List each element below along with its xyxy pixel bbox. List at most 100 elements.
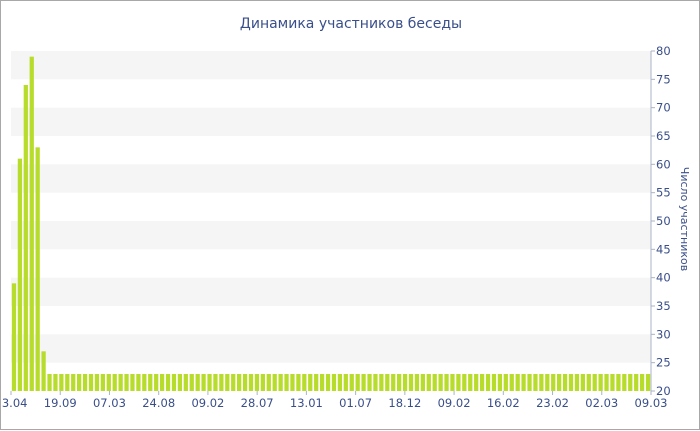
bar[interactable] xyxy=(59,374,64,391)
bar[interactable] xyxy=(616,374,621,391)
bar[interactable] xyxy=(639,374,645,391)
bar[interactable] xyxy=(515,374,520,391)
bar[interactable] xyxy=(414,374,420,391)
bar[interactable] xyxy=(503,374,508,391)
bar[interactable] xyxy=(260,374,265,391)
bar[interactable] xyxy=(568,374,574,391)
bar[interactable] xyxy=(444,374,449,391)
bar[interactable] xyxy=(94,374,100,391)
bar[interactable] xyxy=(231,374,236,391)
bar[interactable] xyxy=(456,374,461,391)
bar[interactable] xyxy=(112,374,117,391)
bar[interactable] xyxy=(219,374,224,391)
bar[interactable] xyxy=(314,374,319,391)
bar[interactable] xyxy=(379,374,384,391)
bar[interactable] xyxy=(408,374,414,391)
bar[interactable] xyxy=(527,374,532,391)
bar[interactable] xyxy=(385,374,390,391)
bar[interactable] xyxy=(533,374,538,391)
bar[interactable] xyxy=(41,351,46,391)
bar[interactable] xyxy=(485,374,491,391)
bar[interactable] xyxy=(237,374,242,391)
bar[interactable] xyxy=(373,374,378,391)
bar[interactable] xyxy=(23,85,28,391)
bar[interactable] xyxy=(11,283,17,391)
bar[interactable] xyxy=(337,374,343,391)
bar[interactable] xyxy=(159,374,165,391)
bar[interactable] xyxy=(302,374,307,391)
bar[interactable] xyxy=(628,374,633,391)
bar[interactable] xyxy=(35,147,40,391)
bar[interactable] xyxy=(53,374,58,391)
bar[interactable] xyxy=(604,374,609,391)
bar[interactable] xyxy=(171,374,177,391)
bar[interactable] xyxy=(319,374,325,391)
bar[interactable] xyxy=(343,374,348,391)
bar[interactable] xyxy=(77,374,82,391)
bar[interactable] xyxy=(426,374,431,391)
bar[interactable] xyxy=(622,374,627,391)
bar[interactable] xyxy=(254,374,260,391)
bar[interactable] xyxy=(248,374,254,391)
bar[interactable] xyxy=(397,374,402,391)
bar[interactable] xyxy=(551,374,556,391)
bar[interactable] xyxy=(290,374,295,391)
bar[interactable] xyxy=(539,374,544,391)
bar[interactable] xyxy=(634,374,639,391)
bar[interactable] xyxy=(142,374,147,391)
bar[interactable] xyxy=(82,374,88,391)
bar[interactable] xyxy=(450,374,455,391)
bar[interactable] xyxy=(402,374,408,391)
bar[interactable] xyxy=(545,374,550,391)
bar[interactable] xyxy=(195,374,200,391)
bar[interactable] xyxy=(136,374,141,391)
bar[interactable] xyxy=(432,374,437,391)
bar[interactable] xyxy=(183,374,188,391)
bar[interactable] xyxy=(189,374,194,391)
bar[interactable] xyxy=(100,374,105,391)
bar[interactable] xyxy=(266,374,271,391)
bar[interactable] xyxy=(284,374,289,391)
bar[interactable] xyxy=(355,374,360,391)
bar[interactable] xyxy=(509,374,514,391)
bar[interactable] xyxy=(47,374,52,391)
bar[interactable] xyxy=(201,374,206,391)
bar[interactable] xyxy=(361,374,366,391)
bar[interactable] xyxy=(213,374,218,391)
bar[interactable] xyxy=(308,374,313,391)
bar[interactable] xyxy=(491,374,497,391)
bar[interactable] xyxy=(331,374,337,391)
bar[interactable] xyxy=(562,374,568,391)
bar[interactable] xyxy=(391,374,396,391)
bar[interactable] xyxy=(225,374,230,391)
bar[interactable] xyxy=(462,374,467,391)
bar[interactable] xyxy=(124,374,129,391)
bar[interactable] xyxy=(325,374,331,391)
bar[interactable] xyxy=(574,374,580,391)
bar[interactable] xyxy=(118,374,123,391)
bar[interactable] xyxy=(106,374,111,391)
bar[interactable] xyxy=(474,374,479,391)
bar[interactable] xyxy=(349,374,354,391)
bar[interactable] xyxy=(592,374,597,391)
bar[interactable] xyxy=(479,374,485,391)
bar[interactable] xyxy=(17,158,23,391)
bar[interactable] xyxy=(521,374,526,391)
bar[interactable] xyxy=(438,374,443,391)
bar[interactable] xyxy=(29,56,34,392)
bar[interactable] xyxy=(148,374,153,391)
bar[interactable] xyxy=(420,374,425,391)
bar[interactable] xyxy=(367,374,372,391)
bar[interactable] xyxy=(468,374,473,391)
bar[interactable] xyxy=(154,374,159,391)
bar[interactable] xyxy=(296,374,301,391)
bar[interactable] xyxy=(645,374,651,391)
bar[interactable] xyxy=(610,374,615,391)
bar[interactable] xyxy=(272,374,277,391)
bar[interactable] xyxy=(71,374,76,391)
bar[interactable] xyxy=(177,374,183,391)
bar[interactable] xyxy=(242,374,248,391)
bar[interactable] xyxy=(586,374,591,391)
bar[interactable] xyxy=(165,374,171,391)
bar[interactable] xyxy=(207,374,212,391)
